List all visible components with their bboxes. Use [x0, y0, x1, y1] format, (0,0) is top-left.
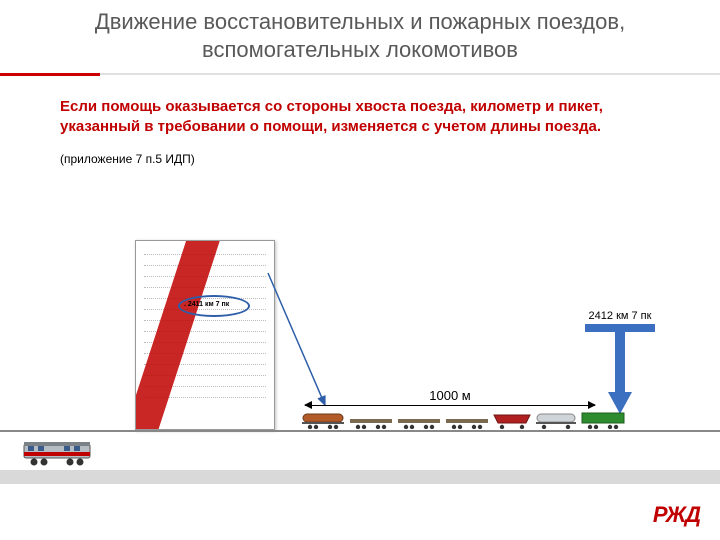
- wagon-hopper: [492, 411, 532, 429]
- length-measure: 1000 м: [305, 388, 595, 406]
- slide-title: Движение восстановительных и пожарных по…: [0, 0, 720, 67]
- length-label: 1000 м: [429, 388, 470, 403]
- wagon-tank: [300, 411, 346, 429]
- footer-bar: [0, 470, 720, 484]
- rescue-locomotive: [22, 438, 96, 471]
- wagon-flat: [444, 411, 490, 429]
- reference-text: (приложение 7 п.5 ИДП): [0, 138, 720, 166]
- wagon-flat: [396, 411, 442, 429]
- body-text: Если помощь оказывается со стороны хвост…: [0, 75, 720, 138]
- request-document: . 2411 км 7 пк: [135, 240, 275, 430]
- document-callout-text: . 2411 км 7 пк: [184, 299, 229, 310]
- ground-line: [0, 430, 720, 432]
- km-marker-cap: [585, 324, 655, 332]
- wagon-box: [580, 411, 626, 429]
- wagon-tank: [534, 411, 578, 429]
- wagon-flat: [348, 411, 394, 429]
- train: [300, 411, 626, 429]
- km-marker-arrow: [606, 332, 634, 416]
- km-marker-label: 2412 км 7 пк: [585, 310, 655, 322]
- rzd-logo: РЖД: [653, 502, 700, 528]
